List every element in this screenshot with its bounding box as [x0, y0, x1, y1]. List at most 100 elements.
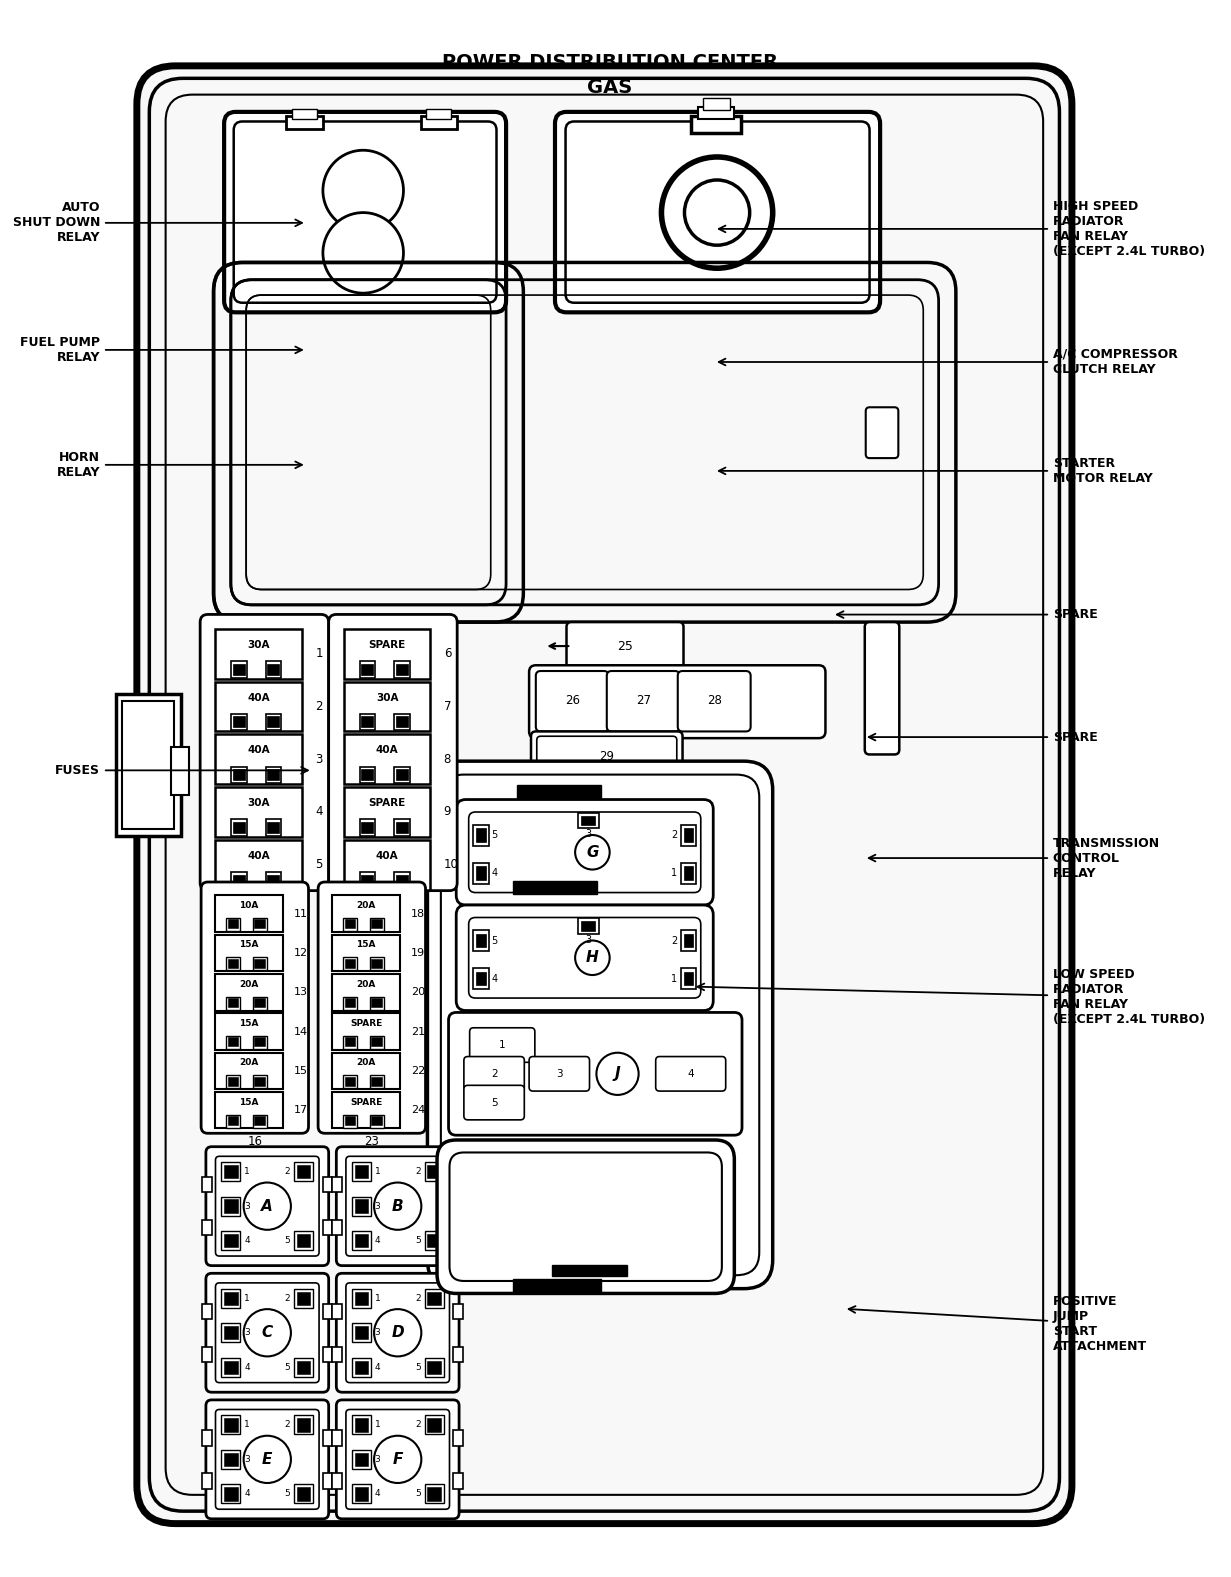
Bar: [222, 1358, 240, 1377]
Bar: [231, 661, 246, 678]
Text: 5: 5: [491, 830, 497, 841]
Bar: [254, 1076, 266, 1088]
Bar: [343, 841, 431, 889]
Bar: [215, 935, 283, 971]
FancyBboxPatch shape: [457, 800, 713, 905]
Text: 30A: 30A: [247, 640, 270, 650]
FancyBboxPatch shape: [329, 615, 457, 891]
Bar: [474, 930, 489, 951]
Text: 26: 26: [565, 694, 580, 706]
Bar: [359, 766, 375, 784]
Bar: [215, 735, 302, 784]
FancyBboxPatch shape: [206, 1146, 329, 1266]
Bar: [323, 1473, 332, 1489]
Bar: [224, 1361, 238, 1374]
Text: 2: 2: [284, 1421, 291, 1429]
Bar: [474, 825, 489, 845]
FancyBboxPatch shape: [336, 1273, 459, 1392]
FancyBboxPatch shape: [215, 1410, 319, 1509]
Text: 2: 2: [415, 1293, 421, 1303]
Bar: [453, 1473, 463, 1489]
Bar: [255, 919, 265, 929]
Bar: [352, 1323, 371, 1342]
Text: 20: 20: [411, 987, 425, 997]
Bar: [343, 787, 431, 837]
Text: FUSES: FUSES: [55, 763, 308, 777]
Bar: [355, 1200, 368, 1213]
Bar: [294, 1415, 314, 1435]
Bar: [371, 918, 384, 930]
Bar: [231, 820, 246, 836]
Bar: [228, 919, 239, 929]
FancyBboxPatch shape: [206, 1400, 329, 1519]
Bar: [683, 866, 693, 880]
Text: 12: 12: [294, 948, 308, 957]
Bar: [352, 1288, 371, 1307]
Bar: [355, 1487, 368, 1501]
Text: 15A: 15A: [239, 1098, 259, 1107]
Text: 1: 1: [671, 869, 677, 878]
Text: 3: 3: [374, 1328, 380, 1337]
Text: 1: 1: [374, 1167, 380, 1176]
Bar: [202, 1430, 212, 1446]
Text: 24: 24: [411, 1105, 426, 1115]
Text: 2: 2: [671, 830, 677, 841]
Bar: [255, 998, 265, 1006]
Text: 2: 2: [315, 700, 323, 713]
Bar: [224, 1452, 238, 1467]
Bar: [427, 1361, 441, 1374]
Bar: [352, 1358, 371, 1377]
Circle shape: [661, 158, 773, 268]
FancyBboxPatch shape: [201, 615, 329, 891]
Bar: [425, 1358, 443, 1377]
Bar: [266, 766, 281, 784]
Bar: [345, 959, 356, 968]
Bar: [323, 1430, 332, 1446]
Bar: [255, 1117, 265, 1124]
Bar: [427, 1292, 441, 1304]
Bar: [224, 1326, 238, 1339]
Text: 30A: 30A: [375, 692, 399, 702]
Bar: [343, 735, 431, 784]
Text: 1: 1: [671, 973, 677, 984]
Bar: [361, 664, 373, 675]
FancyBboxPatch shape: [346, 1156, 449, 1255]
FancyBboxPatch shape: [535, 672, 608, 732]
Bar: [427, 1418, 441, 1432]
Bar: [267, 822, 279, 833]
Circle shape: [597, 1053, 639, 1094]
FancyBboxPatch shape: [336, 1400, 459, 1519]
Text: 4: 4: [315, 806, 323, 818]
Bar: [215, 787, 302, 837]
Bar: [266, 820, 281, 836]
Bar: [345, 1117, 356, 1124]
Bar: [343, 1036, 357, 1049]
Bar: [222, 1232, 240, 1251]
FancyBboxPatch shape: [215, 1156, 319, 1255]
Bar: [332, 1304, 342, 1318]
Bar: [371, 1076, 384, 1088]
Text: 25: 25: [617, 640, 633, 653]
Bar: [681, 863, 696, 883]
Text: 15: 15: [294, 1066, 308, 1076]
Text: 5: 5: [284, 1236, 291, 1246]
FancyBboxPatch shape: [464, 1085, 524, 1120]
Bar: [332, 1221, 342, 1235]
Text: 16: 16: [247, 1135, 262, 1148]
Bar: [513, 882, 597, 894]
Text: 2: 2: [671, 935, 677, 946]
Text: 1: 1: [315, 647, 323, 661]
Bar: [361, 875, 373, 886]
Text: 3: 3: [244, 1328, 250, 1337]
Bar: [394, 661, 410, 678]
Bar: [359, 820, 375, 836]
Text: 5: 5: [491, 1098, 497, 1107]
FancyBboxPatch shape: [531, 732, 682, 781]
Text: 7: 7: [443, 700, 452, 713]
Bar: [267, 716, 279, 727]
Bar: [476, 934, 486, 948]
Text: 14: 14: [294, 1027, 308, 1036]
Bar: [355, 1418, 368, 1432]
Text: E: E: [262, 1452, 272, 1467]
Bar: [228, 959, 239, 968]
